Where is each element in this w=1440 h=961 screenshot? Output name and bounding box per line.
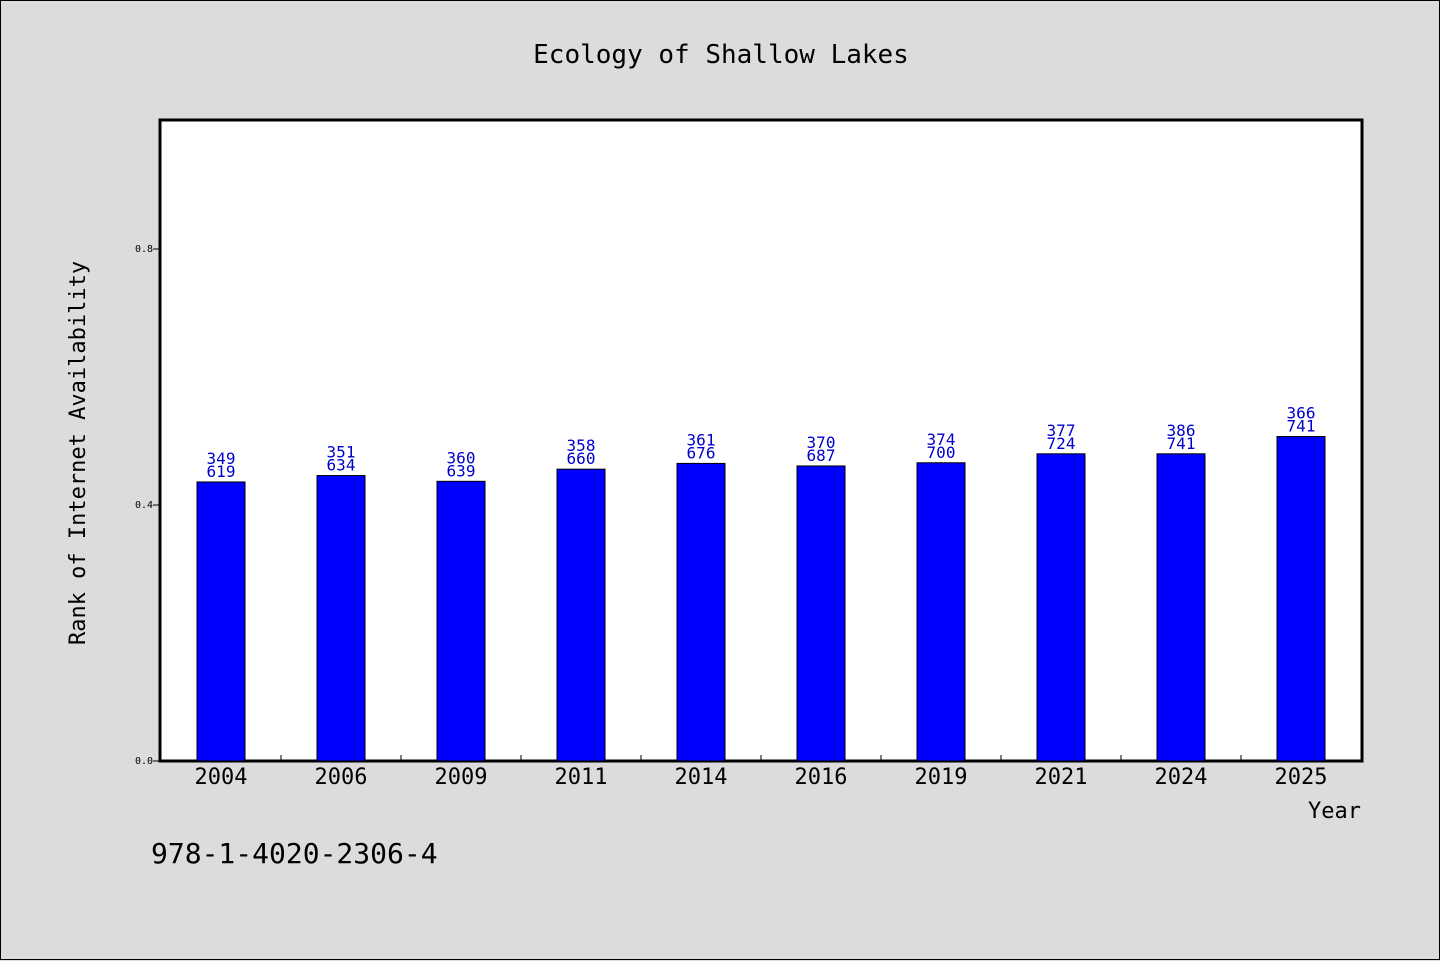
bar [676, 462, 726, 762]
bar-data-label-bottom: 700 [927, 443, 956, 462]
bar [1036, 453, 1086, 762]
y-axis-title: Rank of Internet Availability [66, 261, 91, 645]
bar-data-label-bottom: 741 [1287, 417, 1316, 436]
x-tick-label: 2009 [435, 765, 488, 790]
bar-data-label-top: 361 [687, 430, 716, 449]
x-tick-label: 2025 [1275, 765, 1328, 790]
y-tick-label: 0.0 [135, 756, 153, 767]
bar-data-label-top: 349 [207, 449, 236, 468]
bar [916, 462, 966, 762]
bar [196, 481, 246, 762]
bar-data-label-top: 374 [927, 430, 956, 449]
bar-data-label-top: 370 [807, 433, 836, 452]
x-tick-label: 2004 [195, 765, 248, 790]
y-tick-label: 0.8 [135, 244, 153, 255]
bar-data-label-top: 366 [1287, 404, 1316, 423]
x-tick-label: 2021 [1035, 765, 1088, 790]
x-tick-label: 2014 [675, 765, 728, 790]
bar [436, 480, 486, 762]
chart-title: Ecology of Shallow Lakes [533, 40, 909, 70]
x-tick-label: 2024 [1155, 765, 1208, 790]
bar-data-label-bottom: 676 [687, 443, 716, 462]
x-tick-label: 2006 [315, 765, 368, 790]
bar [1276, 436, 1326, 762]
bar-data-label-top: 358 [567, 436, 596, 455]
bar-data-label-bottom: 634 [327, 456, 356, 475]
bar-data-label-top: 360 [447, 448, 476, 467]
bar-data-label-bottom: 639 [447, 461, 476, 480]
bar-data-label-bottom: 660 [567, 449, 596, 468]
bar [796, 465, 846, 762]
bar-data-label-bottom: 687 [807, 446, 836, 465]
bar-data-label-bottom: 741 [1167, 434, 1196, 453]
bar-data-label-top: 377 [1047, 421, 1076, 440]
footer-isbn-text: 978-1-4020-2306-4 [151, 837, 438, 870]
bars-layer [196, 436, 1326, 762]
x-tick-label: 2011 [555, 765, 608, 790]
bar [1156, 453, 1206, 762]
bar-data-label-bottom: 724 [1047, 434, 1076, 453]
bar [316, 475, 366, 762]
x-axis-title: Year [1308, 799, 1361, 824]
bar [556, 468, 606, 762]
x-tick-label: 2019 [915, 765, 968, 790]
y-tick-label: 0.4 [135, 500, 153, 511]
bar-data-label-top: 351 [327, 443, 356, 462]
bar-data-label-top: 386 [1167, 421, 1196, 440]
bar-data-label-bottom: 619 [207, 462, 236, 481]
x-tick-label: 2016 [795, 765, 848, 790]
ticks-layer: 0.0 0.4 0.8 [135, 244, 1242, 767]
